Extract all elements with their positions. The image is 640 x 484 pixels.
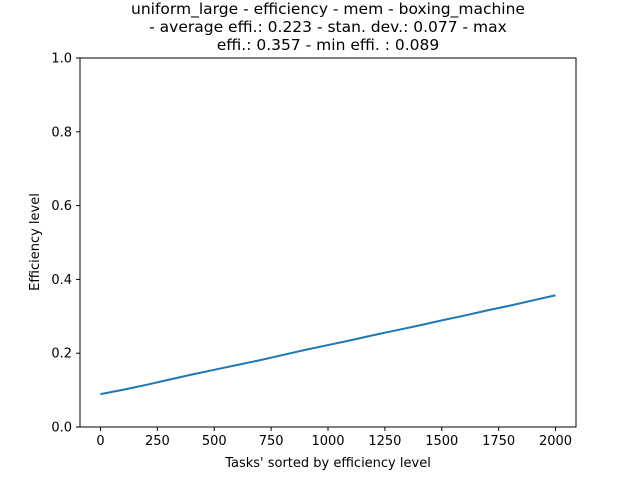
x-tick-label: 750 xyxy=(259,434,284,449)
x-tick-label: 500 xyxy=(202,434,227,449)
x-tick-label: 1500 xyxy=(425,434,458,449)
x-tick-label: 1000 xyxy=(311,434,344,449)
y-tick-label: 0.6 xyxy=(51,199,72,214)
series-line-0 xyxy=(100,294,556,396)
x-tick-label: 2000 xyxy=(539,434,572,449)
plot-frame xyxy=(79,57,577,428)
y-tick-label: 1.0 xyxy=(51,52,72,67)
plot-area: 0 250 500 750 1000 1250 1500 1750 2000 0.0 0.2 0.4 0… xyxy=(51,52,577,449)
x-tick-label: 0 xyxy=(96,434,104,449)
chart-title-line-3: effi.: 0.357 - min effi. : 0.089 xyxy=(217,36,439,54)
y-tick-label: 0.8 xyxy=(51,125,72,140)
y-axis-label: Efficiency level xyxy=(28,193,43,291)
chart-title-line-2: - average effi.: 0.223 - stan. dev.: 0.0… xyxy=(149,18,507,36)
chart-title: uniform_large - efficiency - mem - boxin… xyxy=(131,0,525,54)
chart-title-line-1: uniform_large - efficiency - mem - boxin… xyxy=(131,0,525,19)
y-tick-label: 0.2 xyxy=(51,347,72,362)
x-tick-label: 250 xyxy=(145,434,170,449)
y-tick-label: 0.4 xyxy=(51,273,72,288)
x-tick-label: 1250 xyxy=(368,434,401,449)
y-tick-label: 0.0 xyxy=(51,421,72,436)
x-tick-label: 1750 xyxy=(482,434,515,449)
x-axis-label: Tasks' sorted by efficiency level xyxy=(224,456,431,471)
